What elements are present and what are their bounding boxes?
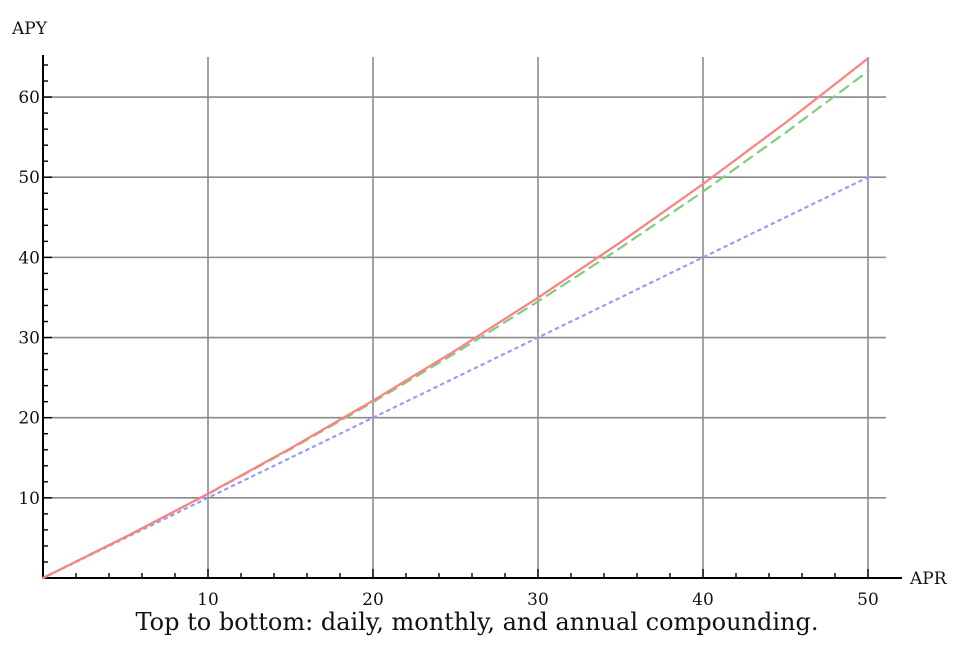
annual-compounding-line [41, 176, 870, 580]
x-axis-label: APR [909, 569, 948, 589]
x-tick-label-40: 40 [692, 590, 714, 610]
daily-compounding-line [41, 57, 870, 580]
x-tick-label-50: 50 [857, 590, 879, 610]
y-tick-label-10: 10 [18, 489, 40, 509]
tick-labels: 10 20 30 40 50 10 20 30 40 50 60 [18, 88, 878, 610]
y-tick-label-60: 60 [18, 88, 40, 108]
y-axis-label: APY [11, 19, 48, 39]
y-tick-label-30: 30 [18, 329, 40, 349]
x-tick-label-20: 20 [362, 590, 384, 610]
y-tick-label-50: 50 [18, 168, 40, 188]
y-tick-label-20: 20 [18, 409, 40, 429]
x-tick-label-10: 10 [197, 590, 219, 610]
x-tick-label-30: 30 [527, 590, 549, 610]
monthly-compounding-line [41, 70, 870, 580]
axes [42, 55, 902, 579]
chart-caption: Top to bottom: daily, monthly, and annua… [135, 608, 819, 636]
y-tick-label-40: 40 [18, 248, 40, 268]
series-layer [41, 57, 870, 580]
grid [43, 57, 886, 578]
